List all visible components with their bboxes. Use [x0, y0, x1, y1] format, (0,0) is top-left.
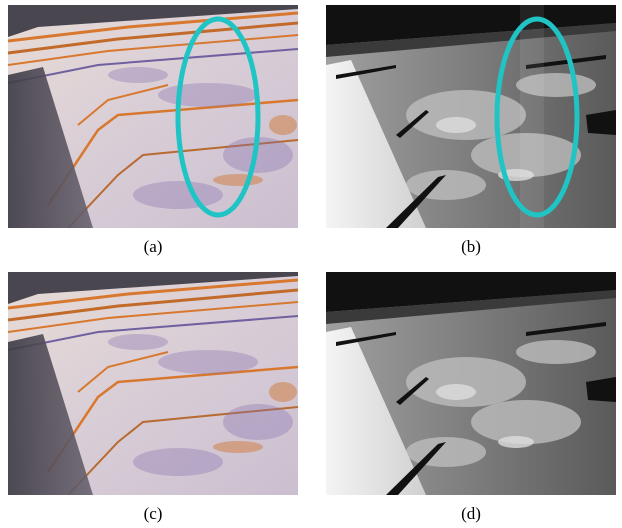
image-a [8, 5, 298, 228]
caption: (d) [461, 504, 481, 523]
caption: (a) [144, 237, 163, 256]
image-d [326, 272, 616, 495]
image-b [326, 5, 616, 228]
figure: (a) (b) (c) (d) [0, 0, 622, 523]
page: (a) (b) (c) (d) (() => { const data = JS… [0, 0, 622, 523]
image-c [8, 272, 298, 495]
seam [520, 5, 544, 228]
caption: (c) [144, 504, 163, 523]
caption: (b) [461, 237, 481, 256]
